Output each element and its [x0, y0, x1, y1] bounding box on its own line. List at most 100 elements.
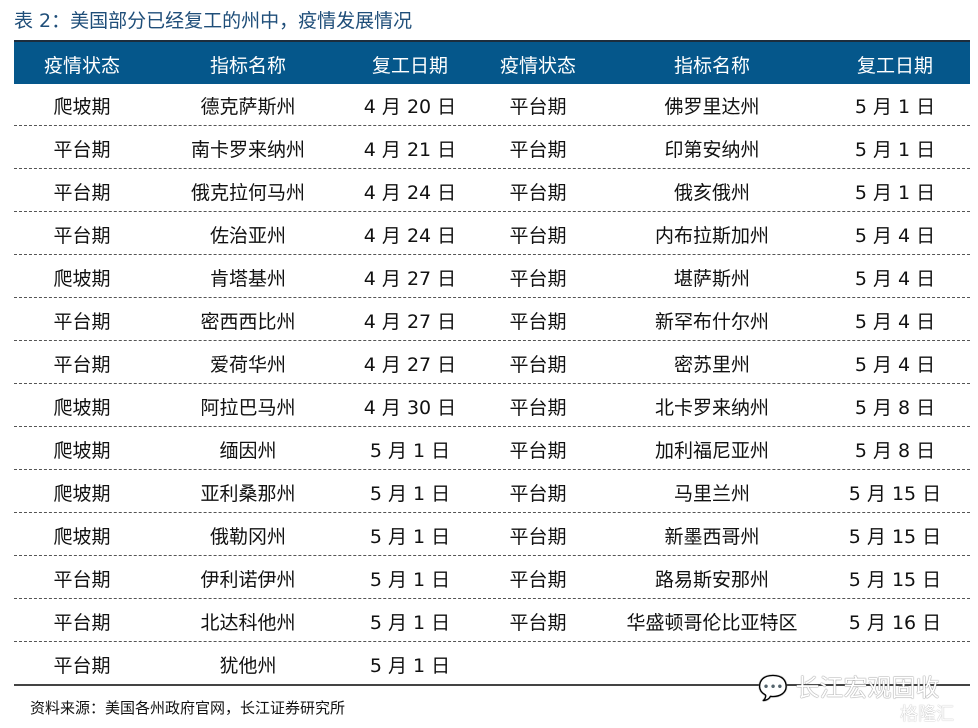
table-cell: 平台期 [509, 526, 567, 548]
table-cell: 爱荷华州 [209, 354, 286, 376]
table-cell: 平台期 [509, 397, 567, 419]
column-header: 指标名称 [673, 55, 750, 77]
table-cell: 佐治亚州 [209, 225, 286, 247]
table-row: 爬坡期 肯塔基州 4 月 27 日 平台期 堪萨斯州 5 月 4 日 [14, 254, 970, 298]
table-cell: 路易斯安那州 [654, 569, 769, 591]
table-cell: 平台期 [53, 139, 111, 161]
table-header: 疫情状态 指标名称 复工日期 疫情状态 指标名称 复工日期 [14, 40, 970, 84]
table-cell: 印第安纳州 [664, 139, 760, 161]
table-cell: 4 月 24 日 [363, 225, 457, 247]
table-cell: 爬坡期 [53, 483, 111, 505]
table-row: 爬坡期 缅因州 5 月 1 日 平台期 加利福尼亚州 5 月 8 日 [14, 426, 970, 470]
table-cell: 密苏里州 [673, 354, 750, 376]
table-cell: 平台期 [509, 96, 567, 118]
source-note: 资料来源：美国各州政府官网，长江证券研究所 [30, 699, 346, 717]
table-row: 平台期 佐治亚州 4 月 24 日 平台期 内布拉斯加州 5 月 4 日 [14, 211, 970, 255]
table-row: 平台期 南卡罗来纳州 4 月 21 日 平台期 印第安纳州 5 月 1 日 [14, 125, 970, 169]
table-cell: 俄克拉何马州 [190, 182, 305, 204]
table-cell: 新墨西哥州 [664, 526, 760, 548]
column-header: 指标名称 [209, 55, 286, 77]
table-cell: 5 月 8 日 [854, 397, 936, 419]
table-cell: 5 月 1 日 [369, 483, 451, 505]
table-cell: 5 月 4 日 [854, 354, 936, 376]
table-cell: 平台期 [53, 569, 111, 591]
table-cell: 5 月 15 日 [848, 569, 942, 591]
table-row: 平台期 北达科他州 5 月 1 日 平台期 华盛顿哥伦比亚特区 5 月 16 日 [14, 598, 970, 642]
table-cell: 平台期 [53, 225, 111, 247]
table-cell: 5 月 1 日 [369, 569, 451, 591]
column-header: 复工日期 [371, 55, 448, 77]
table-cell: 亚利桑那州 [200, 483, 296, 505]
watermark-text: 长江宏观固收 [795, 674, 940, 702]
table-cell: 堪萨斯州 [673, 268, 750, 290]
watermark-logo: 💬 长江宏观固收 [758, 674, 940, 702]
table-row: 爬坡期 阿拉巴马州 4 月 30 日 平台期 北卡罗来纳州 5 月 8 日 [14, 383, 970, 427]
table-cell: 犹他州 [219, 655, 277, 677]
table-cell: 5 月 15 日 [848, 483, 942, 505]
table-cell: 加利福尼亚州 [654, 440, 769, 462]
table-cell: 平台期 [509, 182, 567, 204]
table-cell: 肯塔基州 [209, 268, 286, 290]
table-cell: 北达科他州 [200, 612, 296, 634]
table-cell: 平台期 [509, 483, 567, 505]
table-cell: 伊利诺伊州 [200, 569, 296, 591]
table-cell: 俄勒冈州 [209, 526, 286, 548]
table-cell: 爬坡期 [53, 268, 111, 290]
table-cell: 平台期 [509, 612, 567, 634]
table-row: 爬坡期 德克萨斯州 4 月 20 日 平台期 佛罗里达州 5 月 1 日 [14, 82, 970, 126]
table-cell: 平台期 [53, 354, 111, 376]
table-cell: 平台期 [53, 655, 111, 677]
table-cell: 5 月 1 日 [369, 440, 451, 462]
table-cell: 平台期 [53, 182, 111, 204]
table-cell: 4 月 30 日 [363, 397, 457, 419]
table-cell: 5 月 1 日 [369, 655, 451, 677]
table-cell: 平台期 [509, 311, 567, 333]
table-cell: 德克萨斯州 [200, 96, 296, 118]
table-cell: 4 月 24 日 [363, 182, 457, 204]
table-cell: 5 月 4 日 [854, 225, 936, 247]
table-cell: 阿拉巴马州 [200, 397, 296, 419]
table-cell: 内布拉斯加州 [654, 225, 769, 247]
column-header: 复工日期 [856, 55, 933, 77]
table-cell: 平台期 [509, 139, 567, 161]
table-cell: 5 月 15 日 [848, 526, 942, 548]
table-cell: 4 月 27 日 [363, 311, 457, 333]
table-cell: 平台期 [53, 612, 111, 634]
table-cell: 南卡罗来纳州 [190, 139, 305, 161]
table-cell: 5 月 1 日 [854, 96, 936, 118]
table-cell: 北卡罗来纳州 [654, 397, 769, 419]
table-cell: 平台期 [509, 569, 567, 591]
table-row: 爬坡期 亚利桑那州 5 月 1 日 平台期 马里兰州 5 月 15 日 [14, 469, 970, 513]
table-row: 平台期 俄克拉何马州 4 月 24 日 平台期 俄亥俄州 5 月 1 日 [14, 168, 970, 212]
table-row: 平台期 密西西比州 4 月 27 日 平台期 新罕布什尔州 5 月 4 日 [14, 297, 970, 341]
table-cell: 爬坡期 [53, 440, 111, 462]
table-cell: 马里兰州 [673, 483, 750, 505]
table-cell: 平台期 [509, 268, 567, 290]
table-cell: 平台期 [509, 440, 567, 462]
table-row: 平台期 爱荷华州 4 月 27 日 平台期 密苏里州 5 月 4 日 [14, 340, 970, 384]
table-row: 平台期 犹他州 5 月 1 日 [14, 641, 970, 686]
watermark-logo-2: 格隆汇 [900, 704, 954, 725]
table-cell: 4 月 27 日 [363, 354, 457, 376]
table-cell: 新罕布什尔州 [654, 311, 769, 333]
table-cell: 平台期 [509, 225, 567, 247]
table-title: 表 2：美国部分已经复工的州中，疫情发展情况 [14, 10, 413, 32]
table-cell: 5 月 1 日 [369, 612, 451, 634]
table-cell: 平台期 [53, 311, 111, 333]
table-cell: 爬坡期 [53, 526, 111, 548]
table-cell: 4 月 20 日 [363, 96, 457, 118]
table-cell: 爬坡期 [53, 96, 111, 118]
table-cell: 密西西比州 [200, 311, 296, 333]
table-cell: 佛罗里达州 [664, 96, 760, 118]
table-cell: 4 月 27 日 [363, 268, 457, 290]
table-cell: 5 月 4 日 [854, 311, 936, 333]
table-cell: 爬坡期 [53, 397, 111, 419]
table-cell: 4 月 21 日 [363, 139, 457, 161]
table-cell: 俄亥俄州 [673, 182, 750, 204]
table-cell: 缅因州 [219, 440, 277, 462]
table-cell: 5 月 8 日 [854, 440, 936, 462]
table-cell: 5 月 16 日 [848, 612, 942, 634]
column-header: 疫情状态 [43, 55, 120, 77]
table-row: 平台期 伊利诺伊州 5 月 1 日 平台期 路易斯安那州 5 月 15 日 [14, 555, 970, 599]
table-cell: 平台期 [509, 354, 567, 376]
